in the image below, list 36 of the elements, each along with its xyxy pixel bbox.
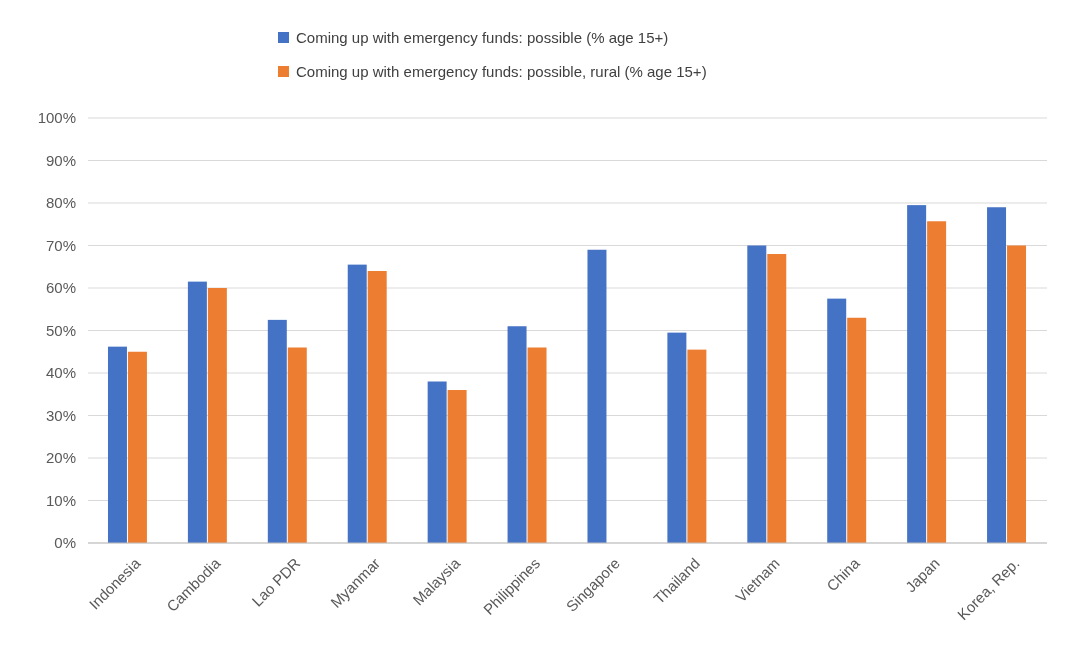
bar	[847, 317, 867, 543]
y-tick-label: 60%	[45, 279, 76, 297]
bar	[667, 332, 687, 543]
bar	[827, 298, 847, 543]
legend-label: Coming up with emergency funds: possible (% age 15+)	[296, 29, 669, 47]
bar	[747, 245, 767, 543]
bar	[587, 249, 607, 543]
bar	[447, 390, 467, 543]
bar	[267, 319, 287, 543]
y-tick-label: 10%	[45, 491, 76, 509]
bar	[907, 205, 927, 543]
bar	[987, 207, 1007, 543]
bar	[767, 254, 787, 543]
bar	[1007, 245, 1027, 543]
y-tick-label: 40%	[45, 364, 76, 382]
y-tick-label: 30%	[45, 406, 76, 424]
bar	[927, 221, 947, 543]
bar	[687, 349, 707, 543]
bar	[287, 347, 307, 543]
bar	[427, 381, 447, 543]
y-tick-label: 90%	[45, 151, 76, 169]
bar	[107, 346, 127, 543]
y-tick-label: 0%	[54, 534, 76, 552]
bar	[367, 271, 387, 543]
y-tick-label: 80%	[45, 194, 76, 212]
y-tick-label: 50%	[45, 321, 76, 339]
bar	[127, 351, 147, 543]
y-tick-label: 70%	[45, 236, 76, 254]
y-tick-label: 20%	[45, 449, 76, 467]
legend-label: Coming up with emergency funds: possible, rural (% age 15+)	[296, 63, 707, 81]
bar	[207, 288, 227, 543]
bar	[347, 264, 367, 543]
bar	[187, 281, 207, 543]
bar	[527, 347, 547, 543]
y-tick-label: 100%	[37, 109, 76, 127]
bar	[507, 326, 527, 543]
